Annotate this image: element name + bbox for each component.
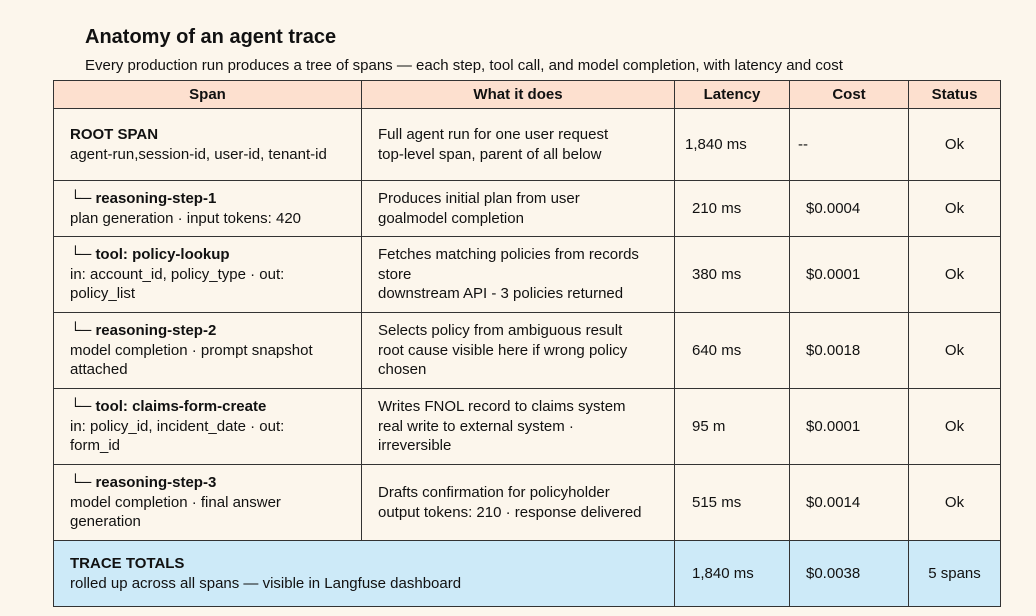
trace-totals-row: TRACE TOTALS rolled up across all spans … bbox=[53, 540, 1001, 607]
tree-branch-icon: └─ bbox=[70, 398, 92, 416]
cost-cell: -- bbox=[789, 108, 909, 181]
what-cell: Fetches matching policies from records s… bbox=[361, 236, 675, 313]
span-detail: model completion · final answer bbox=[70, 493, 281, 511]
header-latency: Latency bbox=[674, 80, 790, 109]
latency-cell: 95 m bbox=[674, 388, 790, 465]
table-header-row: Span What it does Latency Cost Status bbox=[53, 80, 1001, 109]
span-cell: └─ reasoning-step-1 plan generation · in… bbox=[53, 180, 362, 237]
latency-cell: 515 ms bbox=[674, 464, 790, 541]
latency-cell: 1,840 ms bbox=[674, 108, 790, 181]
what-cell: Writes FNOL record to claims system real… bbox=[361, 388, 675, 465]
span-name: └─ tool: policy-lookup bbox=[70, 246, 230, 264]
totals-detail: rolled up across all spans — visible in … bbox=[70, 574, 462, 592]
span-detail: generation bbox=[70, 513, 141, 531]
what-line: Produces initial plan from user bbox=[378, 190, 580, 207]
tree-branch-icon: └─ bbox=[70, 474, 92, 492]
what-cell: Produces initial plan from user goalmode… bbox=[361, 180, 675, 237]
what-cell: Drafts confirmation for policyholder out… bbox=[361, 464, 675, 541]
span-name: └─ reasoning-step-1 bbox=[70, 190, 217, 207]
table-row: └─ reasoning-step-2 model completion · p… bbox=[53, 312, 1001, 389]
what-line: top-level span, parent of all below bbox=[378, 145, 602, 163]
what-line: Drafts confirmation for policyholder bbox=[378, 484, 610, 501]
page-subtitle: Every production run produces a tree of … bbox=[85, 57, 843, 74]
table-row: └─ reasoning-step-1 plan generation · in… bbox=[53, 180, 1001, 237]
header-what-it-does: What it does bbox=[361, 80, 675, 109]
totals-latency: 1,840 ms bbox=[674, 540, 790, 607]
span-cell: ROOT SPAN agent-run,session-id, user-id,… bbox=[53, 108, 362, 181]
what-line: downstream API - 3 policies returned bbox=[378, 285, 624, 303]
table-row: └─ reasoning-step-3 model completion · f… bbox=[53, 464, 1001, 541]
what-line: Writes FNOL record to claims system bbox=[378, 398, 626, 416]
table-row: └─ tool: claims-form-create in: policy_i… bbox=[53, 388, 1001, 465]
span-detail: in: account_id, policy_type · out: bbox=[70, 265, 285, 283]
cost-cell: $0.0004 bbox=[789, 180, 909, 237]
table-row: ROOT SPAN agent-run,session-id, user-id,… bbox=[53, 108, 1001, 181]
cost-cell: $0.0014 bbox=[789, 464, 909, 541]
cost-cell: $0.0001 bbox=[789, 388, 909, 465]
header-span: Span bbox=[53, 80, 362, 109]
trace-table: Span What it does Latency Cost Status RO… bbox=[53, 80, 1001, 607]
span-detail: form_id bbox=[70, 437, 121, 455]
totals-cost: $0.0038 bbox=[789, 540, 909, 607]
span-cell: └─ tool: claims-form-create in: policy_i… bbox=[53, 388, 362, 465]
totals-status: 5 spans bbox=[908, 540, 1001, 607]
span-name: └─ reasoning-step-2 bbox=[70, 322, 217, 340]
span-name: ROOT SPAN bbox=[70, 126, 159, 143]
span-detail: attached bbox=[70, 361, 128, 379]
page-title: Anatomy of an agent trace bbox=[85, 26, 337, 48]
what-line: real write to external system · bbox=[378, 417, 574, 435]
latency-cell: 380 ms bbox=[674, 236, 790, 313]
status-cell: Ok bbox=[908, 108, 1001, 181]
table-row: └─ tool: policy-lookup in: account_id, p… bbox=[53, 236, 1001, 313]
what-cell: Full agent run for one user request top-… bbox=[361, 108, 675, 181]
status-cell: Ok bbox=[908, 312, 1001, 389]
span-cell: └─ reasoning-step-3 model completion · f… bbox=[53, 464, 362, 541]
cost-cell: $0.0018 bbox=[789, 312, 909, 389]
span-name: └─ tool: claims-form-create bbox=[70, 398, 267, 416]
totals-cell: TRACE TOTALS rolled up across all spans … bbox=[53, 540, 675, 607]
what-line: chosen bbox=[378, 361, 427, 379]
what-line: irreversible bbox=[378, 437, 452, 455]
span-detail: plan generation · input tokens: 420 bbox=[70, 209, 301, 227]
status-cell: Ok bbox=[908, 464, 1001, 541]
what-line: store bbox=[378, 265, 412, 283]
totals-name: TRACE TOTALS bbox=[70, 555, 185, 572]
what-line: Selects policy from ambiguous result bbox=[378, 322, 623, 340]
what-line: goalmodel completion bbox=[378, 209, 524, 227]
header-status: Status bbox=[908, 80, 1001, 109]
span-detail: agent-run,session-id, user-id, tenant-id bbox=[70, 145, 327, 163]
cost-cell: $0.0001 bbox=[789, 236, 909, 313]
tree-branch-icon: └─ bbox=[70, 322, 92, 340]
tree-branch-icon: └─ bbox=[70, 190, 92, 207]
latency-cell: 640 ms bbox=[674, 312, 790, 389]
latency-cell: 210 ms bbox=[674, 180, 790, 237]
header-cost: Cost bbox=[789, 80, 909, 109]
span-name: └─ reasoning-step-3 bbox=[70, 474, 217, 492]
status-cell: Ok bbox=[908, 180, 1001, 237]
span-cell: └─ reasoning-step-2 model completion · p… bbox=[53, 312, 362, 389]
what-line: Full agent run for one user request bbox=[378, 126, 609, 143]
span-cell: └─ tool: policy-lookup in: account_id, p… bbox=[53, 236, 362, 313]
tree-branch-icon: └─ bbox=[70, 246, 92, 264]
status-cell: Ok bbox=[908, 236, 1001, 313]
what-line: root cause visible here if wrong policy bbox=[378, 341, 628, 359]
what-line: Fetches matching policies from records bbox=[378, 246, 639, 264]
span-detail: model completion · prompt snapshot bbox=[70, 341, 313, 359]
span-detail: policy_list bbox=[70, 285, 136, 303]
what-line: output tokens: 210 · response delivered bbox=[378, 503, 642, 521]
span-detail: in: policy_id, incident_date · out: bbox=[70, 417, 285, 435]
status-cell: Ok bbox=[908, 388, 1001, 465]
what-cell: Selects policy from ambiguous result roo… bbox=[361, 312, 675, 389]
